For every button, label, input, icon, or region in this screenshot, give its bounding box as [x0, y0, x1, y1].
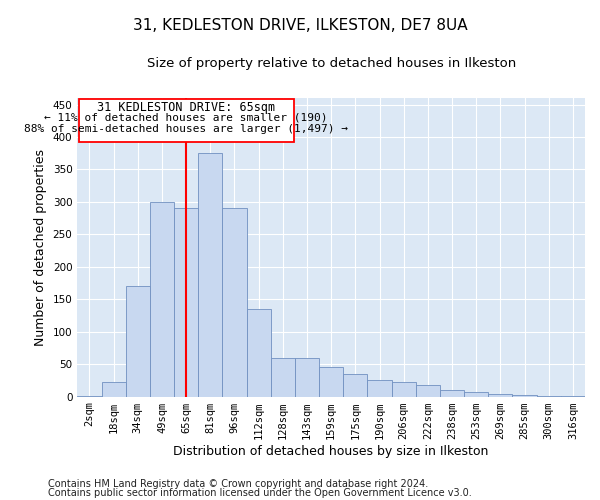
Text: ← 11% of detached houses are smaller (190): ← 11% of detached houses are smaller (19… — [44, 112, 328, 122]
Bar — [464, 392, 488, 396]
Y-axis label: Number of detached properties: Number of detached properties — [34, 149, 47, 346]
Bar — [271, 358, 295, 397]
Text: 88% of semi-detached houses are larger (1,497) →: 88% of semi-detached houses are larger (… — [24, 124, 348, 134]
Bar — [392, 382, 416, 396]
Bar — [247, 309, 271, 396]
Bar — [174, 208, 198, 396]
Bar — [295, 358, 319, 397]
Bar — [319, 368, 343, 396]
FancyBboxPatch shape — [79, 100, 294, 141]
Bar — [223, 208, 247, 396]
Bar — [343, 374, 367, 396]
Bar — [198, 153, 223, 396]
Text: Contains public sector information licensed under the Open Government Licence v3: Contains public sector information licen… — [48, 488, 472, 498]
Text: 31 KEDLESTON DRIVE: 65sqm: 31 KEDLESTON DRIVE: 65sqm — [97, 102, 275, 114]
X-axis label: Distribution of detached houses by size in Ilkeston: Distribution of detached houses by size … — [173, 444, 489, 458]
Bar — [440, 390, 464, 396]
Bar — [416, 385, 440, 396]
Text: Contains HM Land Registry data © Crown copyright and database right 2024.: Contains HM Land Registry data © Crown c… — [48, 479, 428, 489]
Bar — [126, 286, 150, 397]
Text: 31, KEDLESTON DRIVE, ILKESTON, DE7 8UA: 31, KEDLESTON DRIVE, ILKESTON, DE7 8UA — [133, 18, 467, 32]
Bar — [101, 382, 126, 396]
Bar — [150, 202, 174, 396]
Bar — [488, 394, 512, 396]
Bar — [367, 380, 392, 396]
Title: Size of property relative to detached houses in Ilkeston: Size of property relative to detached ho… — [146, 58, 516, 70]
